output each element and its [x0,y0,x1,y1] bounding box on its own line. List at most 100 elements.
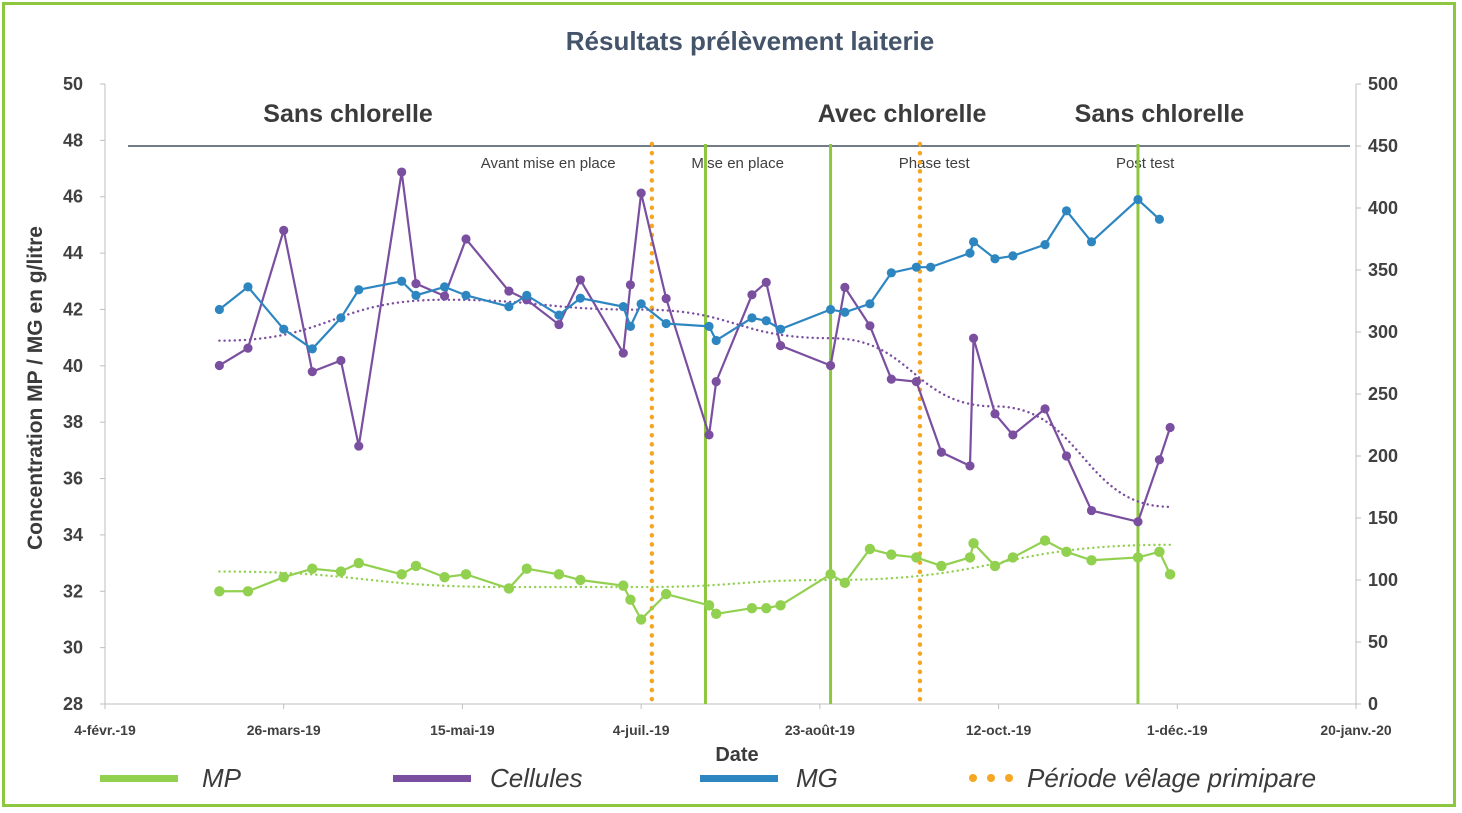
data-point-cellules [625,280,636,290]
y-axis-title: Concentration MP / MG en g/litre [24,226,47,550]
data-point-mg [865,299,875,309]
series-mg [214,194,1165,354]
data-point-mp [746,602,758,614]
x-axis-title: Date [715,744,758,766]
data-point-cellules [661,293,671,304]
data-point-mp [439,571,450,583]
y-tick-label: 28 [63,694,83,714]
data-point-cellules [279,225,289,235]
legend-label: MP [202,763,242,793]
y-tick-label: 40 [63,356,83,376]
data-point-cellules [1008,430,1018,440]
data-point-mp [353,557,364,569]
x-tick-label: 20-janv.-20 [1320,722,1392,738]
data-point-mg [461,290,471,300]
data-point-cellules [775,341,786,351]
data-point-mp [503,583,515,594]
data-point-cellules [636,188,646,198]
legend-marker [987,774,995,782]
data-point-mp [911,552,922,563]
y2-tick-label: 0 [1368,694,1378,714]
x-tick-label: 12-oct.-19 [966,722,1032,738]
data-point-mg [243,282,253,292]
y2-tick-label: 500 [1368,74,1398,94]
data-point-cellules [965,461,975,471]
data-point-mp [1039,535,1051,546]
data-point-cellules [618,348,628,358]
data-point-mp [575,574,586,586]
data-point-mp [1086,555,1097,566]
legend-marker [393,775,471,782]
y2-tick-label: 250 [1368,384,1398,404]
data-point-mg [625,321,636,331]
data-point-cellules [1040,404,1050,414]
data-point-cellules [243,343,253,353]
data-point-mp [886,549,897,560]
legend-label: Période vêlage primipare [1027,763,1316,793]
data-point-mg [1133,194,1143,205]
data-point-mp [964,552,976,563]
phase-label: Avant mise en place [481,155,616,172]
data-point-cellules [825,360,836,371]
data-point-mp [1061,546,1072,558]
y-tick-label: 42 [63,299,83,319]
data-point-mp [936,560,947,572]
data-point-mp [968,538,979,549]
data-point-cellules [911,377,921,387]
data-point-mg [307,344,317,354]
series-mp [214,535,1176,625]
data-point-cellules [1165,422,1175,433]
data-point-mg [825,304,836,315]
data-point-mg [911,262,921,272]
plot-area: 2830323436384042444648500501001502002503… [63,74,1398,738]
data-point-mp [460,569,472,580]
data-point-mp [410,560,422,572]
data-point-mp [521,563,532,574]
data-point-mg [336,313,346,323]
chart-title: Résultats prélèvement laiterie [566,26,935,56]
y-tick-label: 36 [63,469,83,489]
data-point-mp [625,594,636,605]
data-point-mg [397,276,407,286]
data-point-cellules [411,279,421,289]
period-label: Sans chlorelle [1075,100,1245,128]
data-point-mp [1132,552,1144,563]
y2-tick-label: 150 [1368,508,1398,528]
data-point-mp [761,602,772,614]
data-point-mp [335,566,347,577]
data-point-mp [553,569,565,580]
data-point-mp [825,569,836,580]
data-point-mp [396,569,407,580]
data-point-mp [1154,546,1165,558]
data-point-mg [636,299,646,309]
data-point-cellules [1061,451,1072,461]
data-point-mg [575,293,585,303]
data-point-mp [989,560,1001,572]
data-point-mp [660,588,672,600]
data-point-mg [279,324,289,334]
data-point-cellules [936,447,946,457]
data-point-mg [990,254,1000,264]
x-tick-label: 15-mai-19 [430,722,495,738]
data-point-mg [1086,237,1097,247]
data-point-cellules [840,282,850,292]
data-point-mg [618,302,628,312]
y-tick-label: 30 [63,638,83,658]
data-point-mp [1164,569,1176,580]
phase-label: Mise en place [691,155,784,172]
data-point-mg [522,290,532,300]
data-point-mg [411,290,421,300]
x-tick-label: 4-févr.-19 [74,722,136,738]
y-tick-label: 48 [63,130,83,150]
data-point-cellules [968,333,979,343]
legend: MP Cellules MG Période vêlage primipare [100,763,1316,793]
y2-tick-label: 50 [1368,632,1388,652]
data-point-cellules [1133,517,1143,527]
data-point-cellules [865,321,875,331]
data-point-cellules [439,291,450,301]
y-tick-label: 38 [63,412,83,432]
y2-tick-label: 400 [1368,198,1398,218]
y-tick-label: 50 [63,74,83,94]
